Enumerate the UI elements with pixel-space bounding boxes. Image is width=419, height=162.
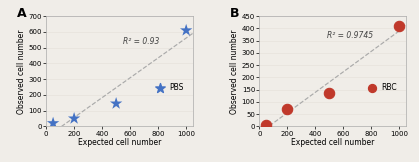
Text: B: B	[230, 7, 239, 20]
Legend: PBS: PBS	[149, 80, 186, 95]
X-axis label: Expected cell number: Expected cell number	[78, 138, 161, 147]
Point	[183, 29, 189, 32]
Point	[396, 25, 403, 27]
Point	[50, 122, 57, 125]
Text: A: A	[17, 7, 26, 20]
Y-axis label: Observed cell number: Observed cell number	[17, 29, 26, 114]
Text: R² = 0.9745: R² = 0.9745	[327, 31, 373, 40]
Point	[71, 117, 78, 120]
X-axis label: Expected cell number: Expected cell number	[291, 138, 375, 147]
Text: R² = 0.93: R² = 0.93	[123, 37, 159, 46]
Y-axis label: Observed cell number: Observed cell number	[230, 29, 239, 114]
Point	[263, 124, 270, 126]
Point	[113, 102, 119, 105]
Point	[284, 108, 291, 110]
Legend: RBC: RBC	[361, 80, 400, 95]
Point	[326, 92, 333, 95]
